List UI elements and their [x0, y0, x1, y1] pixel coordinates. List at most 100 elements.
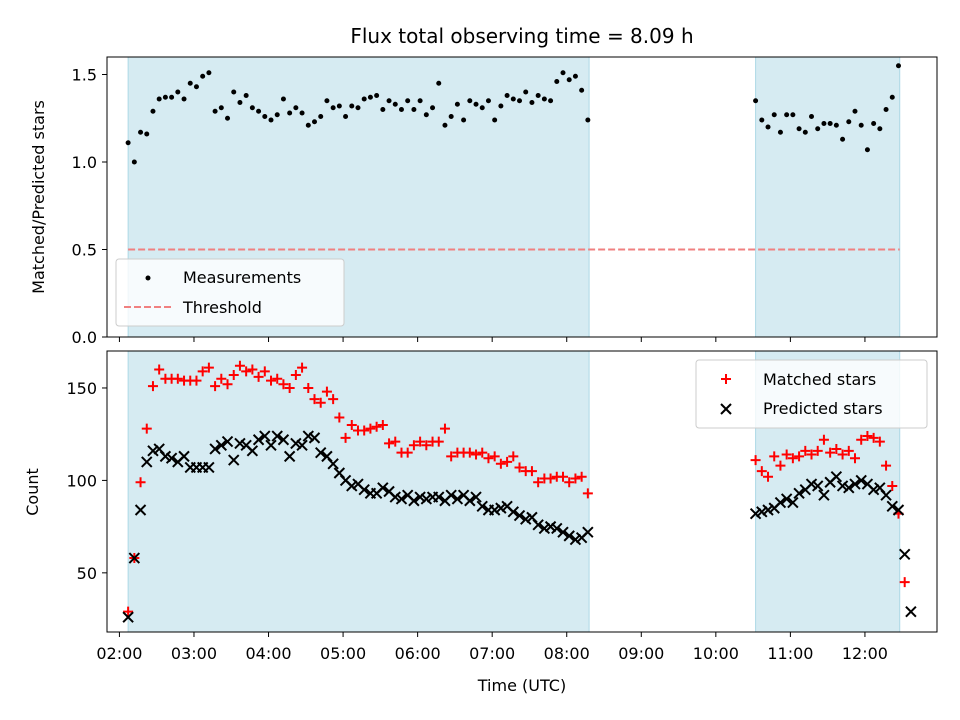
- top-series-0-point-70: [560, 70, 566, 76]
- xtick-label-0: 02:00: [96, 644, 142, 663]
- top-series-0-point-63: [517, 98, 523, 104]
- bottom-series-0-point-94: [868, 432, 879, 443]
- top-series-0-point-51: [442, 122, 448, 128]
- bottom-series-1-point-62: [507, 506, 520, 518]
- bottom-series-1-point-74: [582, 526, 594, 538]
- top-series-0-point-37: [355, 105, 361, 111]
- top-series-0-point-50: [436, 80, 442, 86]
- bottom-series-0-point-89: [837, 449, 848, 460]
- bottom-series-1-point-38: [358, 483, 370, 496]
- top-series-0-point-79: [777, 129, 783, 135]
- xtick-label-10: 12:00: [842, 644, 888, 663]
- bottom-series-0-point-88: [831, 443, 842, 454]
- xtick-label-9: 11:00: [767, 644, 813, 663]
- top-series-0-point-9: [181, 96, 187, 102]
- top-series-0-point-8: [175, 89, 181, 95]
- top-series-0-point-31: [318, 114, 324, 119]
- bottom-series-0-point-91: [849, 453, 860, 464]
- bottom-series-0-point-66: [533, 477, 544, 488]
- top-series-0-point-34: [336, 103, 342, 109]
- top-series-0-point-39: [367, 94, 373, 100]
- bottom-series-1-point-28: [296, 439, 308, 451]
- bottom-legend-box: [695, 359, 928, 429]
- bottom-series-1-point-63: [513, 509, 526, 522]
- bottom-series-0-point-40: [371, 421, 382, 432]
- top-series-0-point-80: [784, 112, 790, 118]
- top-series-0-point-17: [231, 89, 237, 95]
- bottom-series-0-point-93: [862, 431, 873, 442]
- bottom-series-0-point-47: [415, 436, 426, 447]
- bottom-series-1-point-50: [433, 491, 445, 503]
- bottom-series-0-point-33: [328, 394, 339, 405]
- bottom-series-0-point-3: [141, 423, 152, 434]
- bottom-series-1-point-3: [141, 456, 153, 468]
- top-series-0-point-2: [138, 129, 144, 135]
- top-axes-frame: [106, 56, 938, 338]
- bottom-series-0-point-75: [750, 455, 761, 466]
- bottom-shade-0: [127, 350, 590, 633]
- bottom-series-1-point-82: [793, 487, 805, 500]
- top-series-0-point-16: [225, 115, 231, 121]
- bottom-series-0-point-76: [756, 466, 767, 477]
- top-series-0-point-52: [448, 114, 454, 119]
- top-ytick-label-1: 0.5: [72, 241, 97, 260]
- top-series-0-point-32: [324, 98, 330, 104]
- top-series-0-point-42: [386, 98, 392, 104]
- bottom-series-0-point-57: [477, 447, 488, 458]
- bottom-ytick-label-2: 150: [66, 379, 97, 398]
- bottom-series-0-point-62: [508, 451, 519, 462]
- bottom-series-0-point-52: [446, 451, 457, 462]
- bottom-series-0-point-18: [234, 360, 245, 371]
- bottom-series-1-point-80: [780, 493, 793, 505]
- top-series-0-point-89: [840, 136, 846, 142]
- top-series-0-point-4: [150, 108, 156, 114]
- bottom-series-0-point-45: [402, 447, 413, 458]
- top-series-0-point-12: [200, 73, 206, 79]
- bottom-series-0-point-8: [172, 373, 183, 384]
- bottom-series-0-point-61: [502, 456, 513, 467]
- top-series-0-point-58: [485, 98, 491, 104]
- top-series-0-point-5: [156, 96, 162, 102]
- bottom-series-1-point-2: [134, 504, 147, 516]
- top-series-0-point-43: [392, 101, 398, 107]
- bottom-series-0-point-25: [278, 379, 289, 390]
- top-series-0-point-22: [262, 114, 268, 119]
- bottom-series-1-point-56: [470, 491, 482, 503]
- bottom-legend: Matched stars Predicted stars: [695, 359, 928, 429]
- top-series-0-point-26: [287, 110, 293, 116]
- top-series-0-point-15: [218, 105, 224, 111]
- top-series-0-point-84: [809, 114, 815, 119]
- bottom-axes-frame: [106, 350, 938, 633]
- bottom-series-1-point-88: [830, 471, 843, 483]
- bottom-series-1-point-90: [843, 482, 855, 494]
- bottom-series-1-point-53: [451, 493, 464, 505]
- top-series-0-point-18: [237, 100, 243, 105]
- top-series-0-point-97: [889, 94, 895, 100]
- bottom-series-0-point-17: [228, 370, 239, 381]
- top-series-0-point-6: [162, 94, 168, 100]
- top-series-0-point-73: [579, 87, 585, 93]
- top-series-0-point-45: [405, 98, 411, 104]
- top-series-0-point-90: [846, 119, 852, 125]
- xtick-label-7: 09:00: [618, 644, 664, 663]
- top-shade-1: [755, 56, 901, 338]
- bottom-series-0-point-51: [439, 423, 450, 434]
- top-series-0-point-69: [554, 79, 560, 84]
- bottom-series-0-point-63: [514, 462, 525, 473]
- xtick-label-6: 08:00: [544, 644, 590, 663]
- top-series-0-point-35: [343, 114, 349, 119]
- top-series-0-point-82: [796, 126, 802, 132]
- top-series-0-point-23: [268, 117, 274, 123]
- top-series-0-point-27: [293, 105, 299, 111]
- top-series-0-point-13: [206, 70, 212, 76]
- bottom-series-0-point-80: [781, 449, 792, 460]
- bottom-series-1-point-91: [849, 478, 861, 490]
- bottom-series-0-point-26: [284, 382, 295, 393]
- bottom-series-1-point-92: [855, 474, 867, 487]
- bottom-series-1-point-17: [228, 454, 240, 466]
- xtick-label-8: 10:00: [693, 644, 739, 663]
- top-series-0-point-93: [864, 147, 870, 153]
- top-series-0-point-86: [821, 121, 827, 126]
- bottom-series-1-point-9: [178, 450, 190, 463]
- bottom-series-1-point-7: [165, 452, 178, 464]
